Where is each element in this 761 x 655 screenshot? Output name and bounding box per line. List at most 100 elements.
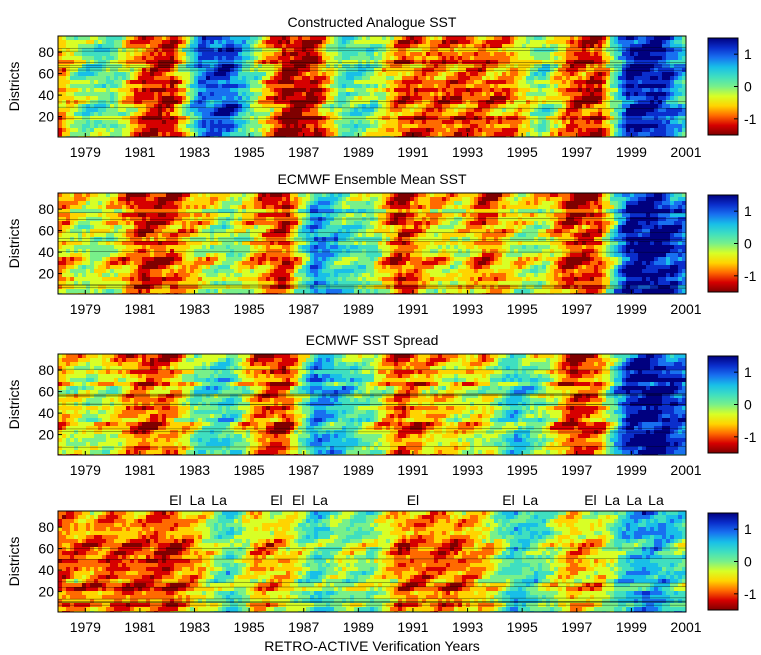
heatmap-cell [270, 56, 274, 60]
heatmap-cell [586, 108, 590, 112]
heatmap-cell [258, 116, 262, 120]
heatmap-cell [510, 124, 514, 128]
heatmap-cell [94, 116, 98, 120]
heatmap-cell [578, 92, 582, 96]
heatmap-cell [506, 197, 510, 201]
heatmap-cell [234, 56, 238, 60]
heatmap-cell [150, 108, 154, 112]
heatmap-cell [218, 108, 222, 112]
heatmap-cell [290, 209, 294, 213]
heatmap-cell [206, 36, 210, 40]
heatmap-cell [190, 209, 194, 213]
heatmap-cell [650, 128, 654, 132]
heatmap-cell [226, 96, 230, 100]
heatmap-cell [426, 88, 430, 92]
heatmap-cell [466, 44, 470, 48]
heatmap-cell [170, 193, 174, 197]
heatmap-cell [586, 44, 590, 48]
heatmap-cell [182, 96, 186, 100]
heatmap-cell [122, 52, 126, 56]
heatmap-cell [634, 68, 638, 72]
heatmap-cell [274, 96, 278, 100]
heatmap-cell [662, 120, 666, 124]
heatmap-cell [230, 80, 234, 84]
heatmap-cell [606, 205, 610, 209]
heatmap-cell [550, 76, 554, 80]
heatmap-cell [630, 72, 634, 76]
heatmap-cell [362, 36, 366, 40]
heatmap-cell [382, 205, 386, 209]
heatmap-cell [570, 80, 574, 84]
heatmap-cell [326, 44, 330, 48]
heatmap-cell [330, 64, 334, 68]
heatmap-cell [586, 72, 590, 76]
heatmap-cell [622, 104, 626, 108]
heatmap-cell [370, 48, 374, 52]
heatmap-cell [378, 96, 382, 100]
heatmap-cell [214, 44, 218, 48]
heatmap-cell [566, 80, 570, 84]
heatmap-cell [330, 40, 334, 44]
heatmap-cell [538, 92, 542, 96]
x-tick-label: 1993 [452, 144, 483, 160]
heatmap-cell [522, 84, 526, 88]
heatmap-cell [602, 104, 606, 108]
heatmap-cell [250, 205, 254, 209]
heatmap-cell [658, 84, 662, 88]
heatmap-cell [102, 108, 106, 112]
heatmap-cell [654, 100, 658, 104]
heatmap-cell [490, 124, 494, 128]
heatmap-cell [322, 213, 326, 217]
heatmap-cell [142, 128, 146, 132]
heatmap-cell [390, 84, 394, 88]
heatmap-cell [238, 88, 242, 92]
heatmap-cell [414, 92, 418, 96]
heatmap-cell [610, 84, 614, 88]
heatmap-cell [70, 64, 74, 68]
heatmap-cell [270, 132, 274, 136]
heatmap-cell [378, 197, 382, 201]
heatmap-cell [654, 36, 658, 40]
heatmap-cell [670, 80, 674, 84]
heatmap-cell [418, 80, 422, 84]
heatmap-cell [362, 108, 366, 112]
heatmap-cell [594, 120, 598, 124]
heatmap-cell [586, 104, 590, 108]
heatmap-cell [442, 201, 446, 205]
heatmap-cell [606, 104, 610, 108]
heatmap-cell [270, 96, 274, 100]
heatmap-cell [582, 104, 586, 108]
heatmap-cell [574, 88, 578, 92]
heatmap-cell [446, 64, 450, 68]
heatmap-cell [646, 72, 650, 76]
heatmap-cell [506, 40, 510, 44]
heatmap-cell [238, 48, 242, 52]
heatmap-cell [346, 104, 350, 108]
heatmap-cell [286, 104, 290, 108]
heatmap-cell [466, 48, 470, 52]
heatmap-cell [634, 40, 638, 44]
heatmap-cell [354, 96, 358, 100]
heatmap-cell [286, 205, 290, 209]
heatmap-cell [506, 88, 510, 92]
heatmap-cell [646, 197, 650, 201]
heatmap-cell [170, 213, 174, 217]
heatmap-cell [150, 120, 154, 124]
heatmap-cell [178, 48, 182, 52]
heatmap-cell [566, 88, 570, 92]
heatmap-cell [578, 120, 582, 124]
heatmap-cell [434, 209, 438, 213]
heatmap-cell [194, 48, 198, 52]
heatmap-cell [154, 52, 158, 56]
heatmap-cell [574, 104, 578, 108]
heatmap-cell [378, 128, 382, 132]
heatmap-cell [450, 193, 454, 197]
heatmap-cell [82, 197, 86, 201]
heatmap-cell [338, 213, 342, 217]
heatmap-cell [146, 96, 150, 100]
heatmap-cell [546, 104, 550, 108]
heatmap-cell [506, 72, 510, 76]
heatmap-cell [198, 132, 202, 136]
heatmap-cell [590, 64, 594, 68]
heatmap-cell [450, 92, 454, 96]
